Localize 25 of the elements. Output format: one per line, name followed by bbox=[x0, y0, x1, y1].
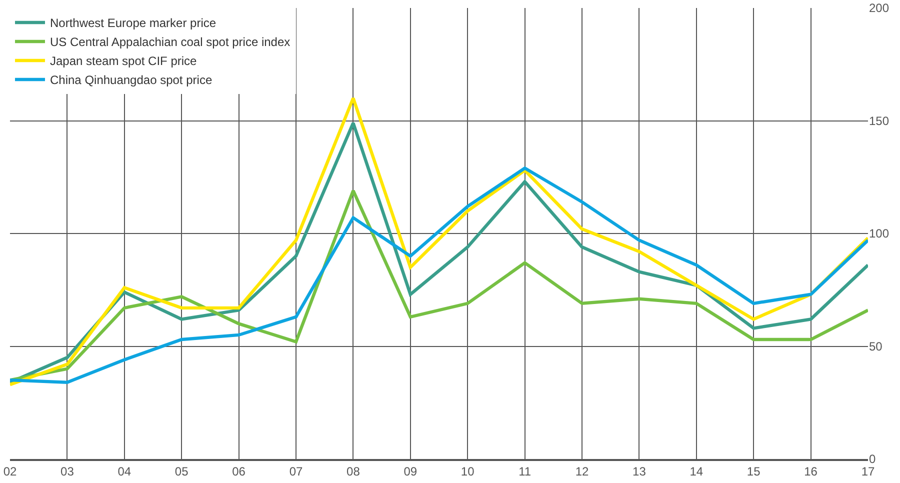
x-tick-label: 07 bbox=[289, 464, 303, 478]
y-tick-label: 150 bbox=[869, 114, 890, 128]
y-tick-label: 100 bbox=[869, 226, 890, 241]
x-tick-label: 16 bbox=[804, 464, 818, 478]
x-tick-label: 09 bbox=[404, 464, 418, 478]
y-tick-label: 200 bbox=[869, 1, 890, 16]
x-tick-label: 14 bbox=[690, 464, 704, 478]
legend-label: Northwest Europe marker price bbox=[50, 16, 216, 30]
x-tick-label: 11 bbox=[518, 464, 532, 478]
legend-label: China Qinhuangdao spot price bbox=[50, 73, 212, 88]
x-tick-label: 13 bbox=[632, 464, 646, 478]
x-tick-label: 17 bbox=[861, 464, 875, 478]
x-tick-label: 12 bbox=[575, 464, 589, 478]
legend-label: US Central Appalachian coal spot price index bbox=[50, 35, 290, 50]
x-tick-label: 04 bbox=[118, 464, 132, 478]
x-tick-label: 15 bbox=[746, 464, 761, 478]
y-tick-label: 0 bbox=[869, 452, 876, 466]
x-tick-label: 08 bbox=[346, 464, 360, 478]
legend-label: Japan steam spot CIF price bbox=[50, 54, 198, 68]
x-tick-label: 05 bbox=[174, 464, 189, 478]
x-tick-label: 06 bbox=[232, 464, 246, 478]
x-tick-label: 03 bbox=[60, 464, 74, 478]
x-tick-label: 10 bbox=[460, 464, 475, 478]
y-tick-label: 50 bbox=[869, 339, 883, 354]
x-tick-label: 02 bbox=[3, 464, 17, 478]
